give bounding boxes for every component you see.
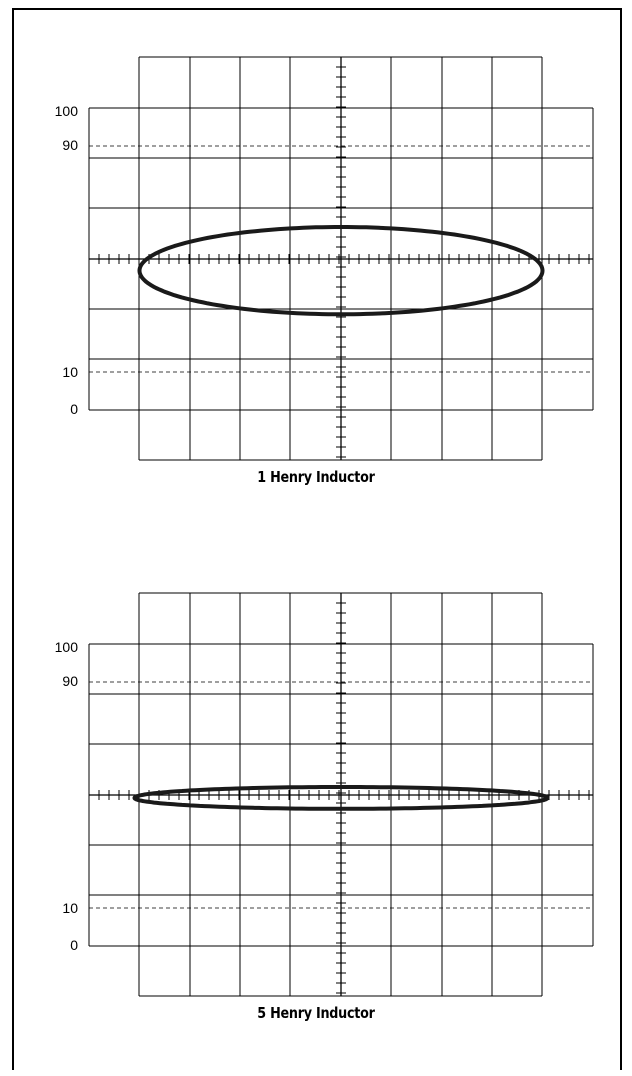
label-0: 0	[70, 401, 78, 417]
label-100: 100	[54, 103, 78, 119]
lissajous-trace	[132, 785, 550, 811]
label-10: 10	[62, 364, 78, 380]
scope-1-graticule	[88, 56, 594, 461]
scope-2: 100 90 10 0 5 Henry Inductor	[0, 536, 632, 1076]
scope-1-caption: 1 Henry Inductor	[257, 468, 375, 486]
label-0: 0	[70, 937, 78, 953]
figure-frame	[12, 8, 622, 1070]
label-90: 90	[62, 673, 78, 689]
label-10: 10	[62, 900, 78, 916]
label-100: 100	[54, 639, 78, 655]
scope-2-graticule	[88, 592, 594, 997]
label-90: 90	[62, 137, 78, 153]
scope-2-caption: 5 Henry Inductor	[257, 1004, 375, 1022]
scope-1: 100 90 10 0 1 Henry Inductor	[54, 56, 594, 486]
lissajous-trace	[137, 225, 545, 317]
